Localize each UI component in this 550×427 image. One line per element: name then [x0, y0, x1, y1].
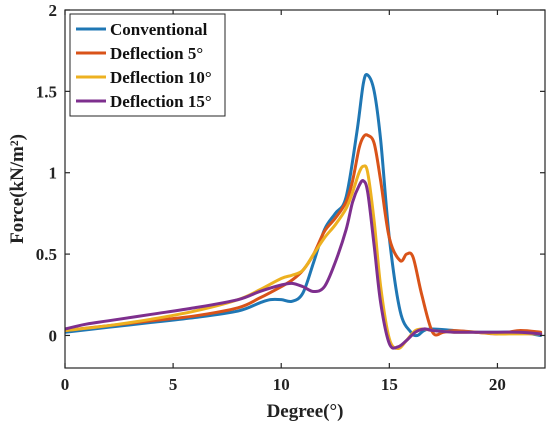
legend: Conventional Deflection 5° Deflection 10° D…	[69, 13, 226, 117]
x-tick-label: 0	[61, 375, 70, 394]
plot-area	[65, 72, 543, 350]
y-tick-label: 0	[49, 326, 58, 345]
legend-label: Conventional	[110, 20, 208, 39]
series-line-3	[65, 164, 543, 350]
series-line-2	[65, 133, 543, 337]
series-line-4	[65, 179, 543, 350]
y-tick-label: 0.5	[36, 245, 57, 264]
legend-box	[69, 13, 226, 117]
legend-label: Deflection 10°	[110, 68, 212, 87]
x-tick-label: 5	[169, 375, 178, 394]
axes: 0 5 10 15 20 0 0.5 1 1.5 2 Degree(°) Force(kN/m²)	[7, 1, 546, 422]
y-tick-label: 1	[49, 164, 58, 183]
y-tick-label: 2	[49, 1, 58, 20]
y-axis-title: Force(kN/m²)	[7, 134, 28, 244]
x-axis-title: Degree(°)	[267, 401, 344, 422]
x-tick-label: 10	[273, 375, 290, 394]
legend-label: Deflection 15°	[110, 92, 212, 111]
series-lines	[65, 72, 543, 350]
y-tick-label: 1.5	[36, 82, 57, 101]
axes-box	[64, 9, 546, 369]
legend-label: Deflection 5°	[110, 44, 203, 63]
x-tick-label: 15	[381, 375, 398, 394]
x-tick-label: 20	[489, 375, 506, 394]
